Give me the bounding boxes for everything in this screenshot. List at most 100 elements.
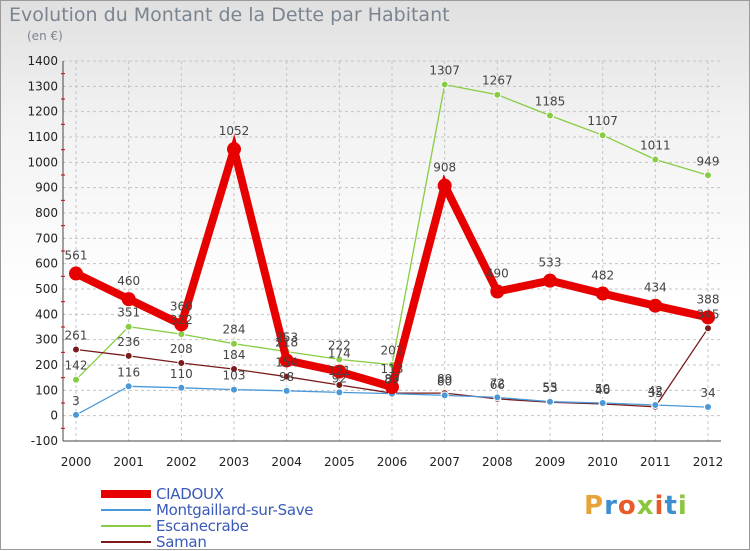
data-point-montgaillard-sur-save xyxy=(493,393,502,402)
data-point-montgaillard-sur-save xyxy=(124,382,133,391)
data-point-escanecrabe xyxy=(230,339,238,348)
data-point-escanecrabe xyxy=(598,131,607,140)
data-label-montgaillard-sur-save: 98 xyxy=(279,370,294,384)
data-label-montgaillard-sur-save: 103 xyxy=(223,369,246,383)
data-point-ciadoux xyxy=(648,298,663,313)
logo-letter: P xyxy=(584,491,605,521)
data-label-ciadoux: 360 xyxy=(170,299,193,313)
data-point-montgaillard-sur-save xyxy=(335,388,344,397)
data-point-ciadoux xyxy=(227,142,241,157)
data-point-saman xyxy=(177,358,186,367)
data-point-ciadoux xyxy=(121,292,136,307)
series-montgaillard-sur-save xyxy=(72,382,712,419)
data-label-saman: 89 xyxy=(437,372,452,386)
data-label-escanecrabe: 253 xyxy=(275,331,298,345)
data-label-montgaillard-sur-save: 110 xyxy=(170,367,193,381)
data-point-ciadoux xyxy=(385,380,399,395)
data-label-ciadoux: 434 xyxy=(644,281,667,295)
label-layer: 5614603601052218174113908490533482434388… xyxy=(65,64,720,408)
data-label-montgaillard-sur-save: 55 xyxy=(542,381,557,395)
x-tick-label: 2011 xyxy=(640,455,671,469)
data-label-ciadoux: 174 xyxy=(328,347,351,361)
data-point-escanecrabe xyxy=(651,155,660,164)
y-tick-label: 1400 xyxy=(27,54,58,68)
data-point-escanecrabe xyxy=(704,171,712,180)
data-label-escanecrabe: 284 xyxy=(223,323,246,337)
y-tick-label: 0 xyxy=(50,409,58,423)
y-tick-label: 800 xyxy=(35,206,58,220)
y-tick-label: 1300 xyxy=(27,79,58,93)
data-label-escanecrabe: 351 xyxy=(117,306,140,320)
data-label-saman: 66 xyxy=(490,378,505,392)
grid-layer xyxy=(63,60,721,442)
data-label-ciadoux: 533 xyxy=(539,256,562,270)
series-ciadoux xyxy=(69,134,715,395)
data-label-montgaillard-sur-save: 80 xyxy=(437,374,452,388)
y-tick-label: 600 xyxy=(35,257,58,271)
x-tick-label: 2008 xyxy=(482,455,513,469)
legend-label-escanecrabe: Escanecrabe xyxy=(156,517,249,535)
data-label-ciadoux: 1052 xyxy=(219,124,250,138)
data-label-montgaillard-sur-save: 50 xyxy=(595,382,610,396)
data-label-montgaillard-sur-save: 42 xyxy=(648,384,663,398)
data-point-ciadoux xyxy=(437,178,452,193)
x-tick-label: 2002 xyxy=(166,455,197,469)
y-tick-label: 1000 xyxy=(27,155,58,169)
data-point-escanecrabe xyxy=(72,375,80,384)
logo-letter: t xyxy=(664,491,678,521)
data-point-montgaillard-sur-save xyxy=(598,399,607,407)
data-point-escanecrabe xyxy=(177,330,186,339)
data-label-saman: 121 xyxy=(328,364,351,378)
data-point-montgaillard-sur-save xyxy=(177,383,186,392)
x-tick-label: 2000 xyxy=(61,455,92,469)
data-point-montgaillard-sur-save xyxy=(704,403,712,412)
data-label-ciadoux: 482 xyxy=(591,269,614,283)
data-label-escanecrabe: 1011 xyxy=(640,139,671,153)
data-point-montgaillard-sur-save xyxy=(546,397,554,406)
legend-swatch-escanecrabe xyxy=(101,525,151,527)
data-label-saman: 154 xyxy=(275,356,298,370)
data-label-ciadoux: 113 xyxy=(381,362,404,376)
chart-title: Evolution du Montant de la Dette par Hab… xyxy=(9,4,450,26)
y-tick-label: 400 xyxy=(35,307,58,321)
data-point-ciadoux xyxy=(490,284,505,299)
y-tick-label: 100 xyxy=(35,383,58,397)
data-label-escanecrabe: 1267 xyxy=(482,74,513,88)
x-tick-label: 2005 xyxy=(324,455,355,469)
legend-label-ciadoux: CIADOUX xyxy=(156,485,224,503)
proxiti-logo: Proxiti xyxy=(584,491,688,521)
data-point-ciadoux xyxy=(174,317,189,332)
y-tick-label: 700 xyxy=(35,231,58,245)
data-point-saman xyxy=(230,365,238,374)
y-tick-label: 500 xyxy=(35,282,58,296)
data-point-ciadoux xyxy=(595,286,610,301)
legend-label-montgaillard-sur-save: Montgaillard-sur-Save xyxy=(156,501,314,519)
data-label-saman: 261 xyxy=(65,329,88,343)
x-tick-label: 2006 xyxy=(377,455,408,469)
y-tick-label: 1200 xyxy=(27,105,58,119)
legend-swatch-montgaillard-sur-save xyxy=(101,509,151,511)
logo-letter: o xyxy=(617,491,637,521)
legend-label-saman: Saman xyxy=(156,533,207,551)
data-label-montgaillard-sur-save: 72 xyxy=(490,376,505,390)
y-tick-label: 900 xyxy=(35,181,58,195)
data-label-ciadoux: 460 xyxy=(117,274,140,288)
data-label-saman: 345 xyxy=(697,307,720,321)
x-tick-label: 2003 xyxy=(219,455,250,469)
data-label-saman: 35 xyxy=(648,386,663,400)
data-point-ciadoux xyxy=(332,364,347,379)
logo-letter: i xyxy=(677,491,688,521)
data-point-saman xyxy=(124,351,133,360)
data-point-saman xyxy=(282,372,291,381)
legend-swatch-ciadoux xyxy=(101,490,151,498)
x-tick-label: 2004 xyxy=(271,455,302,469)
data-point-escanecrabe xyxy=(335,355,344,364)
x-tick-label: 2010 xyxy=(587,455,618,469)
y-tick-label: 300 xyxy=(35,333,58,347)
data-label-montgaillard-sur-save: 116 xyxy=(117,365,140,379)
data-point-saman xyxy=(72,345,80,354)
data-label-saman: 184 xyxy=(223,348,246,362)
data-point-saman xyxy=(704,324,712,333)
